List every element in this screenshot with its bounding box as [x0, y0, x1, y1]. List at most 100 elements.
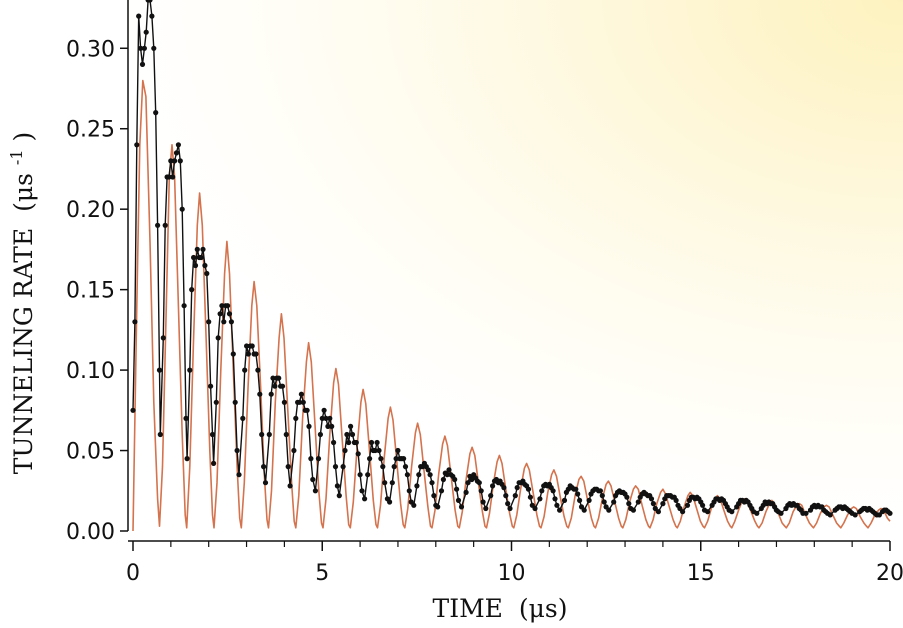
measured-data-point [431, 493, 437, 499]
measured-data-point [503, 493, 509, 499]
y-axis-label-unit-close: ) [9, 132, 38, 142]
measured-data-point [729, 509, 735, 515]
measured-data-point [606, 507, 612, 513]
measured-data-point [359, 488, 365, 494]
measured-data-point [342, 447, 348, 454]
measured-data-point [151, 45, 157, 51]
measured-data-point [374, 439, 380, 446]
measured-data-point [168, 158, 174, 164]
measured-data-point [514, 485, 520, 491]
measured-data-point [300, 399, 306, 405]
measured-data-point [427, 472, 433, 478]
measured-data-point [362, 496, 368, 502]
measured-data-point [315, 456, 322, 462]
y-tick-label: 0.05 [66, 440, 115, 465]
measured-data-point [206, 319, 212, 325]
measured-data-point [261, 464, 267, 470]
measured-data-point [561, 497, 568, 503]
measured-data-point [331, 439, 337, 446]
measured-data-point [236, 472, 242, 478]
measured-data-point [365, 472, 371, 478]
measured-data-point [225, 303, 231, 309]
measured-data-point [599, 493, 605, 499]
measured-data-point [209, 431, 216, 438]
measured-data-point [635, 499, 641, 505]
measured-data-point [552, 496, 558, 502]
y-tick-label: 0.25 [66, 118, 115, 143]
measured-data-point [192, 262, 199, 269]
measured-data-point [465, 480, 471, 486]
measured-data-point [177, 158, 183, 164]
x-axis-label-unit: (μs) [519, 594, 568, 623]
measured-data-point [655, 509, 662, 515]
measured-data-point [245, 351, 251, 357]
measured-data-point [170, 174, 176, 180]
measured-data-point [270, 375, 276, 381]
measured-data-point [684, 502, 691, 508]
measured-data-point [624, 494, 630, 500]
measured-data-point [444, 472, 450, 478]
measured-data-point [253, 351, 259, 357]
y-axis-label: TUNNELING RATE (μs -1 ) [0, 132, 38, 475]
measured-data-point [827, 512, 833, 518]
plot-area [130, 0, 893, 532]
measured-data-point [446, 467, 452, 473]
measured-data-point [249, 343, 255, 349]
measured-data-point [673, 497, 679, 503]
measured-data-point [234, 447, 240, 454]
y-axis-label-text: TUNNELING RATE [9, 228, 38, 474]
measured-data-point [402, 464, 409, 470]
measured-data-point [149, 13, 155, 19]
y-axis-label-unit: (μs [9, 173, 38, 212]
measured-data-point [505, 501, 511, 507]
model-series-line [132, 79, 891, 532]
measured-data-point [368, 439, 375, 446]
measured-data-point [329, 423, 335, 429]
measured-data-point [626, 501, 632, 507]
measured-data-point [323, 415, 329, 421]
measured-data-point [230, 351, 236, 357]
measured-data-point [550, 488, 556, 494]
measured-data-point [367, 456, 373, 462]
x-tick-label: 5 [315, 561, 329, 586]
measured-data-point [525, 486, 532, 492]
measured-data-point [281, 399, 287, 405]
measured-data-point [321, 407, 327, 413]
measured-data-point [172, 158, 178, 164]
measured-data-point [554, 502, 560, 508]
measured-data-point [435, 504, 441, 510]
y-tick-label: 0.10 [66, 359, 115, 384]
measured-data-point [429, 480, 435, 486]
measured-data-point [355, 451, 361, 457]
measured-data-point [346, 439, 352, 446]
measured-data-point [348, 423, 354, 429]
measured-data-point [650, 501, 657, 507]
measured-data-point [285, 464, 291, 470]
measured-data-point [232, 399, 238, 405]
measured-data-point [228, 319, 234, 325]
measured-data-point [166, 174, 172, 180]
measured-data-point [317, 431, 323, 438]
measured-data-point [611, 499, 617, 505]
measured-data-point [259, 431, 265, 438]
measured-data-point [204, 270, 210, 277]
measured-data-point [283, 431, 289, 438]
measured-data-point [296, 399, 303, 405]
measured-data-point [349, 431, 356, 438]
measured-data-point [139, 61, 146, 67]
y-tick-label: 0.00 [66, 520, 115, 545]
measured-data-point [648, 496, 655, 502]
measured-data-point [393, 456, 399, 462]
measured-data-point [255, 367, 261, 373]
measured-data-point [406, 488, 412, 494]
measured-data-point [586, 497, 592, 503]
measured-data-point [298, 391, 304, 397]
measured-data-point [401, 456, 407, 462]
measured-data-point [537, 496, 543, 502]
y-tick-label: 0.15 [66, 279, 115, 304]
measured-data-point [173, 150, 180, 156]
measured-data-point [181, 303, 187, 309]
measured-data-point [391, 464, 397, 470]
